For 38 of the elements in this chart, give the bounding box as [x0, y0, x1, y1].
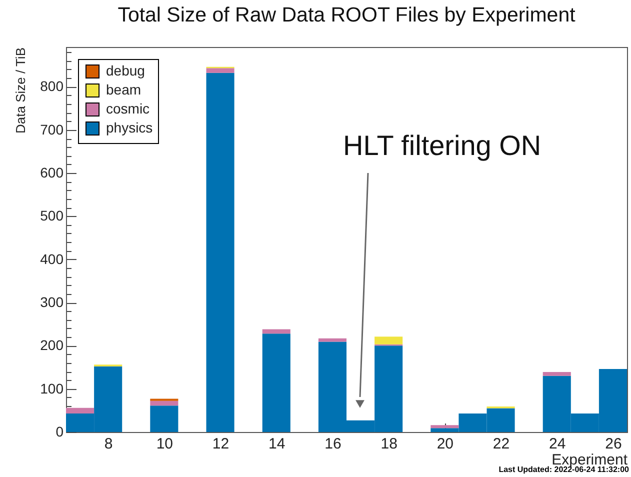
bar	[150, 406, 178, 432]
legend-label: beam	[106, 82, 142, 98]
y-tick-label: 100	[40, 380, 64, 396]
chart-title: Total Size of Raw Data ROOT Files by Experiment	[118, 4, 576, 27]
x-tick-label: 16	[324, 436, 342, 452]
y-tick-label: 800	[40, 78, 64, 94]
annotation: HLT filtering ON	[343, 130, 542, 161]
x-tick-label: 20	[436, 436, 454, 452]
y-tick-label: 400	[40, 250, 64, 267]
y-tick-label: 500	[40, 208, 64, 224]
bar	[262, 329, 290, 334]
x-tick-label: 24	[549, 436, 566, 452]
y-axis-title: Data Size / TiB	[13, 48, 28, 134]
bar	[430, 425, 459, 428]
x-tick-label: 8	[104, 436, 113, 452]
y-tick-label: 200	[40, 337, 64, 354]
legend-label: physics	[106, 120, 153, 136]
x-tick-label: 26	[605, 436, 622, 452]
bar	[150, 400, 178, 406]
x-tick-label: 12	[212, 436, 230, 452]
text: Last Updated: 2022-06-24 11:32:00	[498, 465, 630, 474]
legend-label: debug	[106, 62, 145, 78]
legend-label: cosmic	[106, 100, 150, 116]
x-tick-label: 10	[156, 436, 174, 452]
y-tick-label: 700	[40, 121, 64, 138]
x-tick-label: 14	[268, 436, 286, 452]
y-tick-label: 600	[40, 164, 64, 181]
y-tick-label: 0	[56, 424, 64, 440]
bar	[206, 72, 234, 432]
bar	[374, 336, 403, 344]
bar	[318, 338, 346, 342]
x-tick-label: 22	[492, 436, 510, 452]
x-tick-label: 18	[380, 436, 398, 452]
bar	[66, 408, 94, 414]
bar	[206, 68, 234, 73]
y-tick-label: 300	[40, 294, 64, 310]
bar	[542, 372, 571, 376]
bar	[262, 334, 290, 432]
